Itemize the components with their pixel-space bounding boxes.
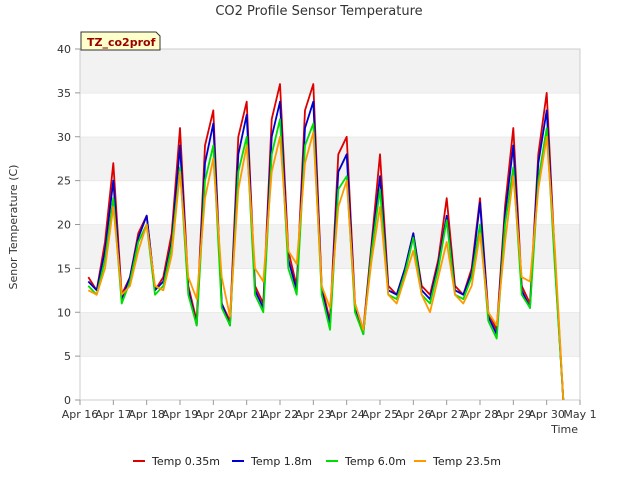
y-tick-label: 0 — [64, 394, 71, 407]
y-tick-label: 30 — [57, 131, 71, 144]
x-tick-label: Apr 30 — [528, 408, 565, 421]
grid-band — [80, 49, 580, 93]
legend: Temp 0.35m Temp 1.8m Temp 6.0m Temp 23.5m — [133, 455, 501, 468]
y-tick-label: 25 — [57, 175, 71, 188]
y-axis: 0 5 10 15 20 25 30 35 40 — [57, 43, 80, 407]
legend-label: Temp 6.0m — [344, 455, 406, 468]
x-tick-label: Apr 16 — [62, 408, 99, 421]
y-tick-label: 10 — [57, 306, 71, 319]
x-tick-label: May 1 — [563, 408, 596, 421]
y-axis-label: Senor Temperature (C) — [7, 165, 20, 290]
chart-title: CO2 Profile Sensor Temperature — [215, 4, 422, 19]
x-axis-label: Time — [550, 423, 578, 436]
series-lines — [87, 83, 565, 401]
station-badge: TZ_co2prof — [80, 31, 161, 51]
x-tick-label: Apr 19 — [162, 408, 199, 421]
y-tick-label: 35 — [57, 87, 71, 100]
grid-band — [80, 224, 580, 269]
x-tick-label: Apr 26 — [395, 408, 432, 421]
y-tick-label: 5 — [64, 350, 71, 363]
x-tick-label: Apr 29 — [495, 408, 532, 421]
series-line — [87, 131, 565, 401]
x-tick-label: Apr 24 — [328, 408, 365, 421]
grid-band — [80, 92, 580, 137]
legend-label: Temp 23.5m — [432, 455, 501, 468]
x-tick-label: Apr 23 — [295, 408, 332, 421]
grid-band — [80, 180, 580, 225]
series-line — [87, 100, 565, 401]
x-tick-label: Apr 22 — [262, 408, 299, 421]
x-tick-label: Apr 20 — [195, 408, 232, 421]
legend-label: Temp 1.8m — [250, 455, 312, 468]
y-tick-label: 20 — [57, 219, 71, 232]
legend-label: Temp 0.35m — [151, 455, 220, 468]
y-tick-label: 40 — [57, 43, 71, 56]
y-tick-label: 15 — [57, 262, 71, 275]
grid-band — [80, 136, 580, 181]
grid-band — [80, 356, 580, 400]
station-label: TZ_co2prof — [87, 36, 156, 49]
x-tick-label: Apr 18 — [128, 408, 165, 421]
x-tick-label: Apr 21 — [228, 408, 265, 421]
x-tick-label: Apr 17 — [95, 408, 132, 421]
x-tick-label: Apr 28 — [462, 408, 499, 421]
x-tick-label: Apr 27 — [428, 408, 465, 421]
x-tick-label: Apr 25 — [362, 408, 399, 421]
